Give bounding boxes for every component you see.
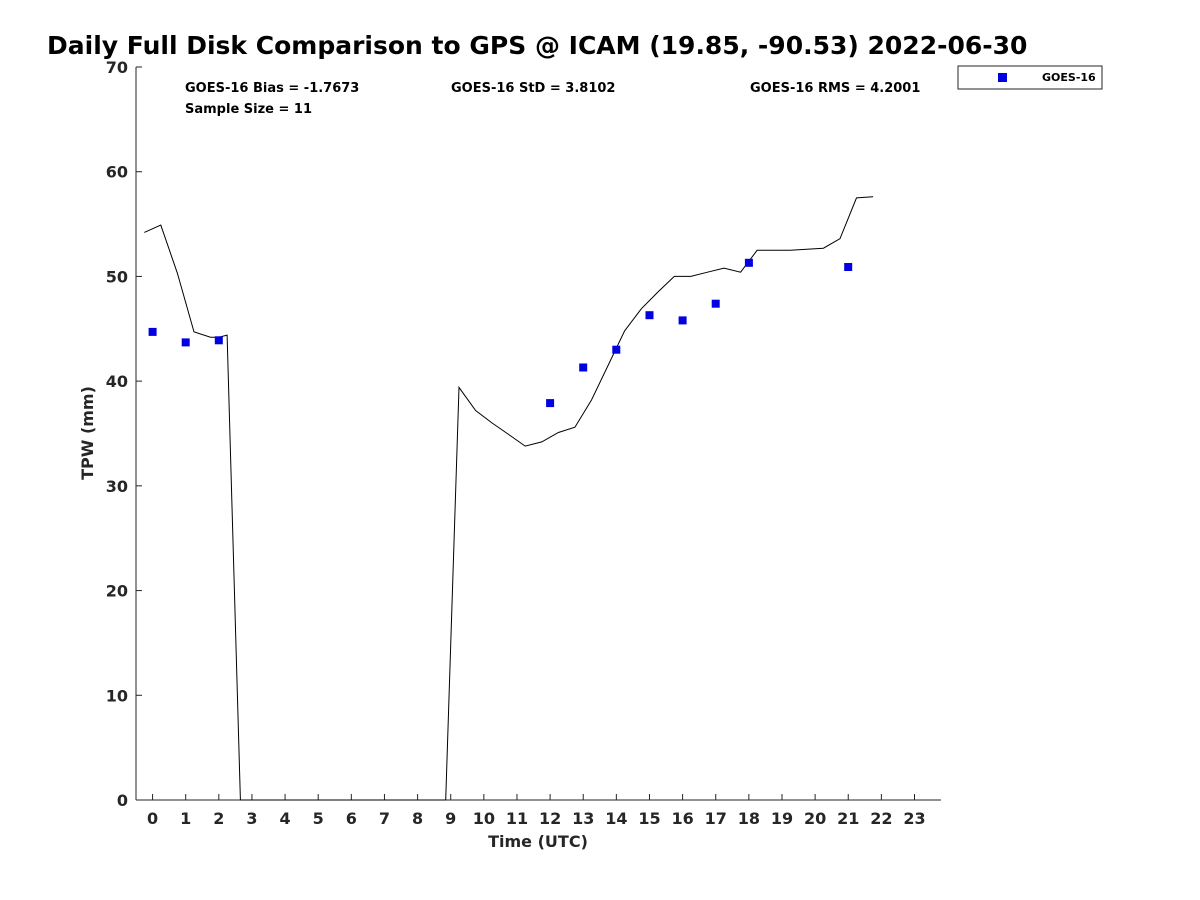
goes16-data-point [546,399,555,408]
goes16-data-point [844,263,853,271]
y-tick-label: 40 [106,372,128,391]
x-tick-label: 22 [870,809,892,828]
x-tick-label: 4 [280,809,291,828]
x-tick-label: 17 [705,809,727,828]
x-tick-label: 19 [771,809,793,828]
y-tick-label: 60 [106,163,128,182]
goes16-data-point [214,336,223,345]
y-tick-label: 70 [106,58,128,77]
legend: GOES-16 [957,65,1103,90]
x-tick-label: 18 [738,809,760,828]
y-tick-label: 20 [106,582,128,601]
x-tick-label: 1 [180,809,191,828]
y-axis-label: TPW (mm) [78,386,97,480]
x-tick-label: 6 [346,809,357,828]
goes16-data-point [678,316,687,325]
legend-box [957,65,1103,90]
goes16-data-point [148,327,157,336]
plot-area [144,196,874,801]
x-tick-label: 5 [313,809,324,828]
x-tick-label: 0 [147,809,158,828]
x-tick-label: 10 [473,809,495,828]
y-tick-label: 10 [106,686,128,705]
std-stat: GOES-16 StD = 3.8102 [451,81,615,96]
legend-label: GOES-16 [1042,71,1096,84]
axes [135,67,941,801]
gps-tpw-line [144,196,874,801]
goes16-data-point [612,345,621,354]
goes16-data-point [579,363,588,372]
x-tick-label: 20 [804,809,826,828]
goes16-data-point [711,299,720,308]
x-axis-label: Time (UTC) [488,832,588,851]
legend-marker [998,73,1007,82]
goes16-data-point [744,258,753,267]
x-tick-label: 23 [903,809,925,828]
goes16-data-point [645,311,654,320]
y-tick-label: 30 [106,477,128,496]
x-tick-label: 15 [638,809,660,828]
sample-size-stat: Sample Size = 11 [185,102,312,117]
y-tick-label: 50 [106,267,128,286]
y-ticks: 0 10 20 30 40 50 60 70 [106,58,142,810]
rms-stat: GOES-16 RMS = 4.2001 [750,81,920,96]
x-tick-label: 12 [539,809,561,828]
x-ticks: 0 1 2 3 4 5 6 7 8 9 10 11 12 13 14 15 16 17 18 19 20 21 22 23 [147,794,926,828]
x-tick-label: 21 [837,809,859,828]
x-tick-label: 14 [605,809,627,828]
x-tick-label: 9 [445,809,456,828]
x-tick-label: 16 [671,809,693,828]
x-tick-label: 11 [506,809,528,828]
bias-stat: GOES-16 Bias = -1.7673 [185,81,359,96]
x-tick-label: 8 [412,809,423,828]
goes16-data-point [181,338,190,347]
chart-title: Daily Full Disk Comparison to GPS @ ICAM… [47,31,1027,60]
x-tick-label: 2 [213,809,224,828]
x-tick-label: 7 [379,809,390,828]
x-tick-label: 13 [572,809,594,828]
y-tick-label: 0 [117,791,128,810]
x-tick-label: 3 [246,809,257,828]
